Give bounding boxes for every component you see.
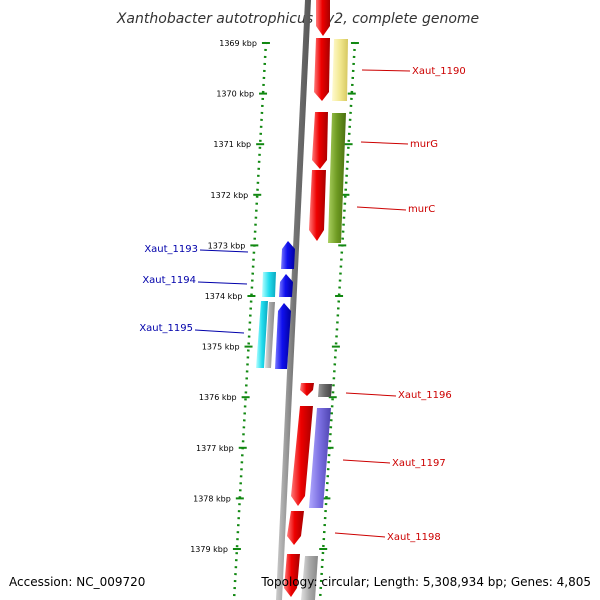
gene-arrow-xaut1193 (281, 241, 295, 269)
gene-arrow-xaut1194-blue (279, 274, 293, 297)
leader-xaut1190 (361, 69, 411, 72)
gene-label-xaut1197[interactable]: Xaut_1197 (392, 458, 446, 469)
gene-arrow-bottom-red (284, 554, 300, 597)
leader-xaut1197 (342, 459, 391, 464)
gene-arrow-xaut1195-blue (275, 303, 291, 369)
tick-label: 1370 kbp (216, 90, 254, 99)
leader-xaut1198 (334, 532, 386, 538)
gene-label-xaut1196[interactable]: Xaut_1196 (398, 390, 452, 401)
gene-block-bottom-grey (301, 556, 318, 600)
gene-arrow-murc-red (309, 170, 326, 241)
tick-label: 1374 kbp (205, 292, 243, 301)
tick-label: 1373 kbp (208, 241, 246, 250)
tick-label: 1371 kbp (213, 140, 251, 149)
tick-label: 1377 kbp (196, 444, 234, 453)
gene-block-xaut1195 (256, 301, 268, 368)
gene-block-murg (328, 113, 346, 243)
gene-block-xaut1197 (309, 408, 331, 508)
gene-arrow-murg-red (312, 112, 328, 169)
gene-arrow-top-red (316, 0, 330, 36)
gene-block-xaut1195-grey (265, 302, 275, 368)
tick-label: 1372 kbp (211, 191, 249, 200)
tick-label: 1376 kbp (199, 393, 237, 402)
leader-xaut1195 (194, 329, 245, 334)
tick-marks (232, 42, 359, 550)
gene-arrow-xaut1196-red (300, 383, 314, 396)
gene-block-xaut1194 (262, 272, 276, 297)
gene-block-xaut1190 (332, 39, 348, 101)
gene-arrow-xaut1198-red (287, 511, 304, 545)
leader-xaut1196 (345, 392, 397, 397)
tick-labels: 1369 kbp 1370 kbp 1371 kbp 1372 kbp 1373 kbp… (190, 39, 257, 554)
genome-info-text: Topology: circular; Length: 5,308,934 bp… (260, 575, 591, 589)
genome-backbone (276, 0, 311, 600)
gene-arrow-xaut1190-red (314, 38, 330, 101)
leader-xaut1193 (199, 249, 249, 253)
gene-label-xaut1193[interactable]: Xaut_1193 (144, 244, 198, 255)
leader-murg (360, 141, 409, 145)
map-title: Xanthobacter autotrophicus Py2, complete… (116, 11, 479, 27)
leader-xaut1194 (197, 281, 248, 285)
gene-label-xaut1198[interactable]: Xaut_1198 (387, 532, 441, 543)
gene-label-xaut1190[interactable]: Xaut_1190 (412, 66, 466, 77)
accession-text: Accession: NC_009720 (9, 575, 145, 589)
tick-label: 1369 kbp (219, 39, 257, 48)
gene-arrow-xaut1197-red (291, 406, 313, 506)
gene-label-xaut1194[interactable]: Xaut_1194 (142, 275, 196, 286)
tick-label: 1375 kbp (202, 343, 240, 352)
leader-murc (356, 206, 407, 211)
gene-label-murg[interactable]: murG (410, 139, 438, 150)
tick-label: 1378 kbp (193, 494, 231, 503)
tick-label: 1379 kbp (190, 545, 228, 554)
gene-label-murc[interactable]: murC (408, 204, 435, 215)
gene-block-xaut1196 (318, 384, 332, 397)
gene-label-xaut1195[interactable]: Xaut_1195 (139, 323, 193, 334)
